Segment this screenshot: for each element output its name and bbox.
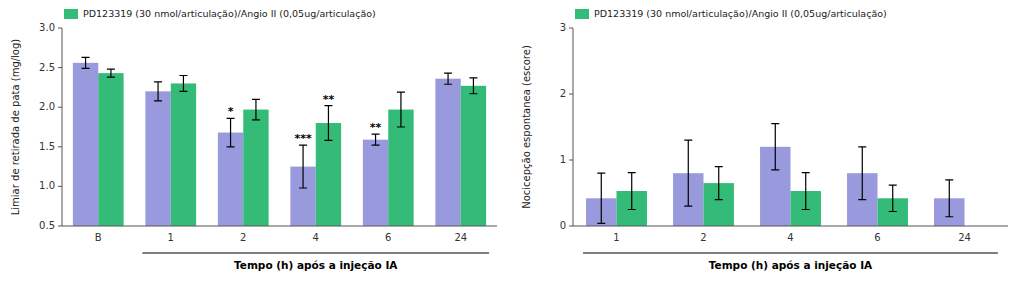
- y-tick: [569, 28, 573, 29]
- x-tick-label: 2: [240, 232, 246, 243]
- legend-label: PD123319 (30 nmol/articulação)/Angio II …: [83, 8, 376, 19]
- error-bar: [715, 167, 723, 200]
- error-bar: [684, 140, 692, 206]
- y-axis: [573, 28, 574, 226]
- error-bar: [82, 57, 90, 68]
- x-axis-label: Tempo (h) após a injeção IA: [234, 259, 398, 271]
- y-tick-label: 2.5: [39, 62, 55, 73]
- x-tick-label: 2: [700, 232, 706, 243]
- error-bar: [444, 73, 452, 84]
- error-bar: [299, 145, 307, 188]
- significance-marker: *: [228, 105, 234, 118]
- error-bar: [945, 180, 953, 217]
- x-axis: [62, 226, 497, 227]
- error-bar: [252, 99, 260, 120]
- bar: [98, 73, 123, 226]
- significance-marker: **: [370, 121, 382, 134]
- y-tick: [569, 226, 573, 227]
- error-bar: [372, 134, 380, 145]
- y-tick-label: 1: [560, 154, 566, 165]
- significance-marker: ***: [294, 132, 312, 145]
- x-tick-label: 1: [613, 232, 619, 243]
- bar: [243, 110, 268, 226]
- y-tick: [58, 28, 62, 29]
- error-bar: [771, 124, 779, 170]
- y-axis-label: Nocicepção espontanea (escore): [521, 45, 532, 209]
- y-tick-label: 0.5: [39, 220, 55, 231]
- chart-canvas: 0.51.01.52.02.53.0********B124624Tempo (…: [0, 0, 1022, 301]
- y-tick: [569, 160, 573, 161]
- x-tick-label: 6: [385, 232, 391, 243]
- legend-label: PD123319 (30 nmol/articulação)/Angio II …: [594, 8, 887, 19]
- y-tick-label: 1.0: [39, 180, 55, 191]
- y-tick: [58, 226, 62, 227]
- x-tick-label: 1: [168, 232, 174, 243]
- bracket: [583, 252, 998, 253]
- x-tick-label: 4: [313, 232, 319, 243]
- error-bar: [397, 92, 405, 127]
- y-tick: [58, 146, 62, 147]
- y-tick: [58, 67, 62, 68]
- panel: 0.51.01.52.02.53.0********B124624Tempo (…: [10, 8, 497, 272]
- bar: [73, 63, 98, 226]
- error-bar: [469, 78, 477, 94]
- panel: 0123124624Tempo (h) após a injeção IANoc…: [521, 8, 1008, 272]
- y-axis-label: Limiar de retirada de pata (mg/log): [10, 39, 21, 216]
- bracket: [142, 252, 489, 253]
- legend: PD123319 (30 nmol/articulação)/Angio II …: [575, 8, 887, 20]
- bar: [461, 86, 486, 226]
- x-tick-label: 6: [874, 232, 880, 243]
- significance-marker: **: [323, 93, 335, 106]
- x-axis-label: Tempo (h) após a injeção IA: [709, 259, 873, 271]
- error-bar: [227, 118, 235, 147]
- bar: [363, 140, 388, 226]
- y-tick-label: 3.0: [39, 22, 55, 33]
- bar: [171, 83, 196, 226]
- y-tick: [58, 186, 62, 187]
- error-bar: [107, 69, 115, 77]
- plot-area: [73, 57, 486, 226]
- x-tick-label: 4: [787, 232, 793, 243]
- error-bar: [858, 147, 866, 200]
- error-bar: [154, 82, 162, 101]
- y-tick-label: 1.5: [39, 141, 55, 152]
- legend-swatch: [64, 9, 78, 19]
- y-tick-label: 0: [560, 220, 566, 231]
- bar: [145, 91, 170, 226]
- bar: [435, 79, 460, 226]
- y-tick-label: 2.0: [39, 101, 55, 112]
- y-axis: [62, 28, 63, 226]
- y-tick-label: 2: [560, 88, 566, 99]
- error-bar: [802, 173, 810, 210]
- y-tick: [58, 107, 62, 108]
- error-bar: [324, 106, 332, 141]
- error-bar: [597, 173, 605, 223]
- x-axis: [573, 226, 1008, 227]
- x-tick-label: 24: [958, 232, 971, 243]
- x-tick-label: 24: [454, 232, 467, 243]
- x-tick-label: B: [95, 232, 102, 243]
- plot-area: [586, 124, 964, 226]
- legend-swatch: [575, 9, 589, 19]
- error-bar: [628, 173, 636, 210]
- y-tick-label: 3: [560, 22, 566, 33]
- error-bar: [179, 76, 187, 92]
- y-tick: [569, 94, 573, 95]
- legend: PD123319 (30 nmol/articulação)/Angio II …: [64, 8, 376, 20]
- error-bar: [889, 185, 897, 211]
